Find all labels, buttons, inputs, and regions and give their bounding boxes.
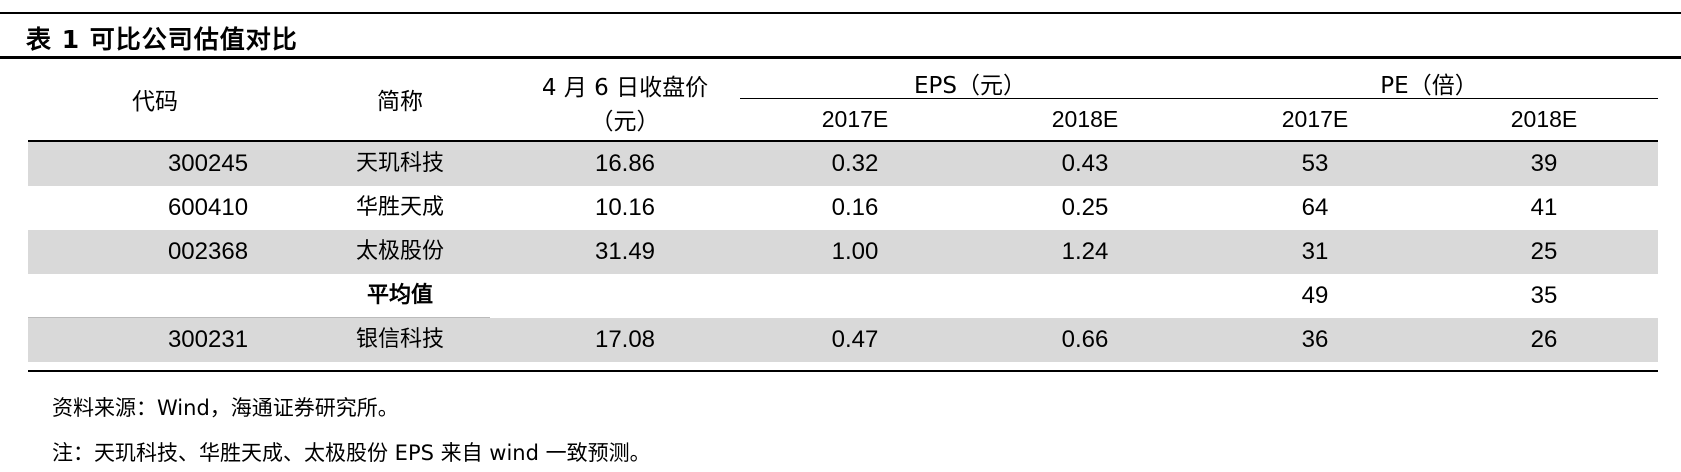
cell-name: 太极股份 [355,239,444,264]
table-row-average: 平均值 49 35 [28,274,1658,318]
cell-price: 10.16 [594,194,656,221]
cell-price: 17.08 [594,326,656,353]
cell-eps-2017 [740,274,970,318]
cell-price: 31.49 [594,238,656,265]
top-rule [0,12,1681,14]
remark-note: 注：天玑科技、华胜天成、太极股份 EPS 来自 wind 一致预测。 [52,441,651,465]
cell-pe-2018: 39 [1530,150,1558,177]
table-bottom-rule [28,370,1658,372]
cell-pe-2018: 25 [1530,238,1558,265]
cell-price [510,274,740,318]
header-eps-group: EPS（元） [913,73,1026,99]
header-pe-underline [1200,98,1658,99]
cell-eps-2017: 1.00 [831,238,879,265]
cell-code: 300245 [167,150,249,177]
cell-pe-2017: 49 [1301,282,1329,309]
cell-eps-2017: 0.16 [831,194,879,221]
source-note: 资料来源：Wind，海通证券研究所。 [52,396,399,420]
cell-code [148,274,268,318]
header-price-line2: （元） [590,109,660,135]
cell-eps-2018: 0.66 [1061,326,1109,353]
header-code: 代码 [132,89,178,115]
cell-name: 华胜天成 [355,195,444,220]
cell-pe-2018: 35 [1530,282,1558,309]
table-row: 300231 银信科技 17.08 0.47 0.66 36 26 [28,318,1658,362]
table-row: 300245 天玑科技 16.86 0.32 0.43 53 39 [28,142,1658,186]
cell-price: 16.86 [594,150,656,177]
cell-code: 600410 [167,194,249,221]
header-pe-2017: 2017E [1281,106,1349,132]
cell-pe-2018: 26 [1530,326,1558,353]
cell-name-average: 平均值 [366,283,433,308]
table-row: 600410 华胜天成 10.16 0.16 0.25 64 41 [28,186,1658,230]
cell-pe-2017: 31 [1301,238,1329,265]
cell-name: 银信科技 [355,327,444,352]
cell-eps-2018 [970,274,1200,318]
cell-code: 002368 [167,238,249,265]
cell-name: 天玑科技 [355,151,444,176]
header-price-line1: 4 月 6 日收盘价 [541,75,709,101]
cell-eps-2017: 0.32 [831,150,879,177]
cell-code: 300231 [167,326,249,353]
header-eps-underline [740,98,1200,99]
title-rule [0,56,1681,59]
cell-pe-2017: 53 [1301,150,1329,177]
header-pe-2018: 2018E [1510,106,1578,132]
average-row-divider [28,317,490,318]
header-name: 简称 [377,89,423,115]
header-pe-group: PE（倍） [1380,73,1478,99]
header-eps-2018: 2018E [1051,106,1119,132]
header-eps-2017: 2017E [821,106,889,132]
header-bottom-rule [28,140,1658,142]
cell-eps-2018: 0.25 [1061,194,1109,221]
table-title: 表 1 可比公司估值对比 [26,25,298,54]
cell-pe-2018: 41 [1530,194,1558,221]
table-row: 002368 太极股份 31.49 1.00 1.24 31 25 [28,230,1658,274]
cell-eps-2018: 1.24 [1061,238,1109,265]
cell-pe-2017: 36 [1301,326,1329,353]
cell-pe-2017: 64 [1301,194,1329,221]
cell-eps-2018: 0.43 [1061,150,1109,177]
cell-eps-2017: 0.47 [831,326,879,353]
